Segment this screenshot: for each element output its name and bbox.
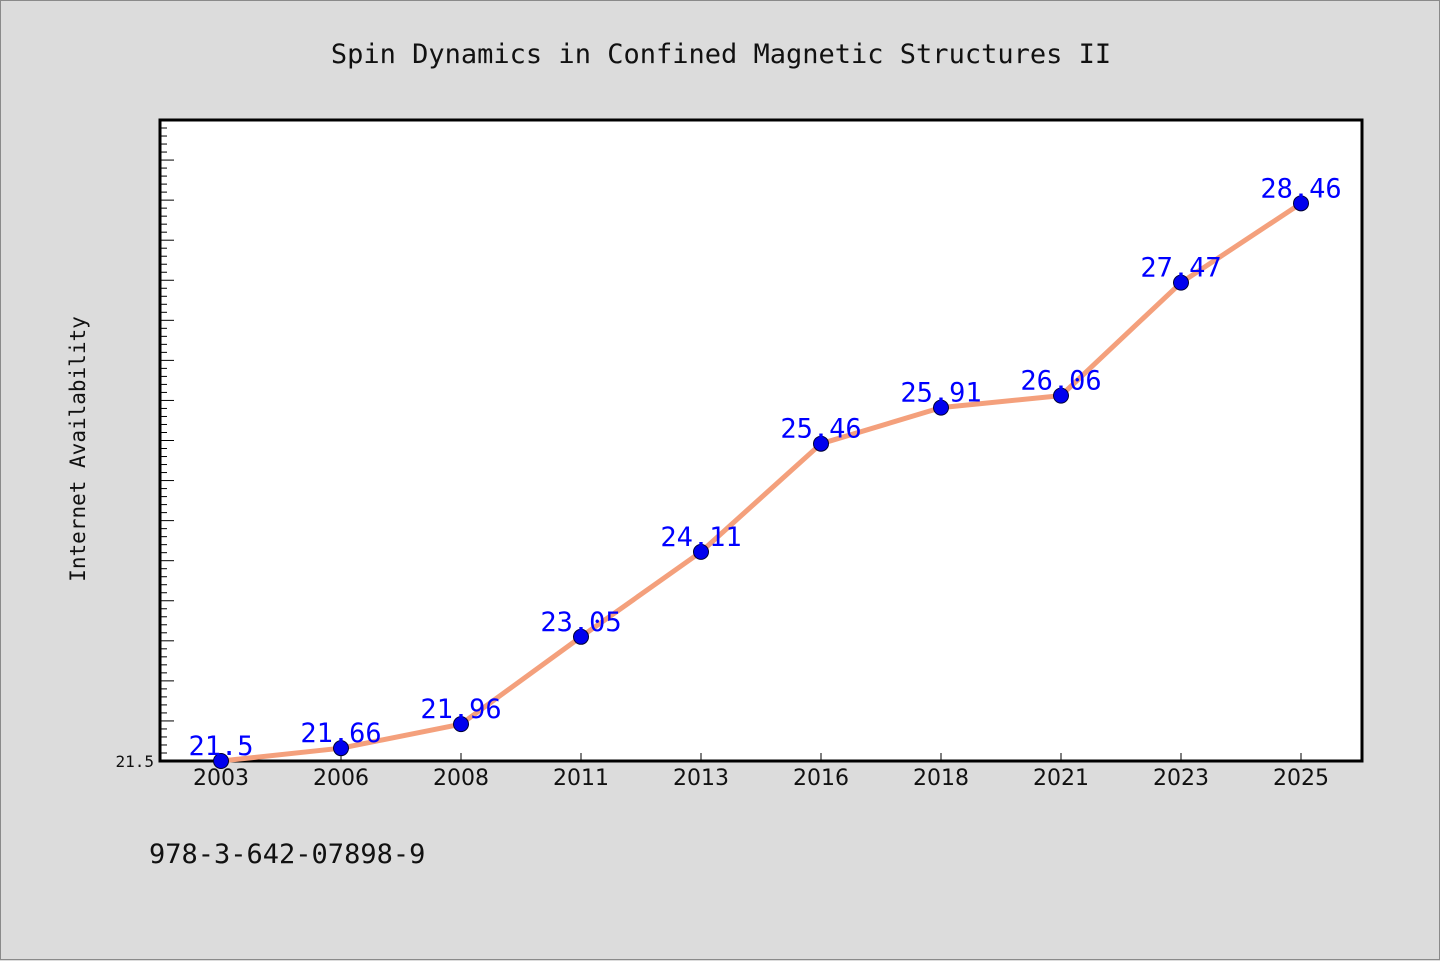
data-label: 24.11 xyxy=(660,522,741,553)
y-axis-ticks: 21.5 xyxy=(115,119,174,771)
data-point-marker xyxy=(1293,195,1309,212)
x-axis-ticks: 2003 2006 2008 2011 2013 2016 2018 2021 2023 2025 xyxy=(193,753,1329,791)
chart-title: Spin Dynamics in Confined Magnetic Struc… xyxy=(331,39,1111,70)
data-point-marker xyxy=(933,399,949,416)
x-tick-label: 2018 xyxy=(913,766,969,791)
data-label: 21.96 xyxy=(420,694,501,725)
data-label: 28.46 xyxy=(1260,173,1341,204)
data-label: 25.91 xyxy=(900,378,981,409)
data-point-marker xyxy=(693,543,709,560)
data-point-marker xyxy=(813,435,829,452)
y-tick-label: 21.5 xyxy=(115,752,154,771)
x-tick-label: 2008 xyxy=(433,766,489,791)
data-point-marker xyxy=(1173,274,1189,291)
x-tick-label: 2013 xyxy=(673,766,729,791)
x-tick-label: 2016 xyxy=(793,766,849,791)
x-tick-label: 2025 xyxy=(1273,766,1329,791)
series-layer xyxy=(213,195,1309,769)
series-line xyxy=(218,200,1304,764)
x-tick-label: 2021 xyxy=(1033,766,1089,791)
data-label: 26.06 xyxy=(1020,366,1101,397)
data-label: 27.47 xyxy=(1140,253,1221,284)
x-tick-label: 2006 xyxy=(313,766,369,791)
data-labels: 21.5 21.66 21.96 23.05 24.11 25.46 25.91 26.06 2… xyxy=(188,173,1341,762)
data-label: 25.46 xyxy=(780,414,861,445)
x-tick-label: 2023 xyxy=(1153,766,1209,791)
data-point-marker xyxy=(573,628,589,645)
data-label: 21.5 xyxy=(188,731,253,762)
data-label: 23.05 xyxy=(540,607,621,638)
x-tick-label: 2003 xyxy=(193,766,249,791)
data-label: 21.66 xyxy=(300,718,381,749)
plot-area xyxy=(158,118,1364,763)
data-point-marker xyxy=(453,716,469,733)
data-point-marker xyxy=(333,740,349,757)
isbn-footer: 978-3-642-07898-9 xyxy=(149,839,425,870)
x-tick-label: 2011 xyxy=(553,766,609,791)
y-axis-label: Internet Availability xyxy=(66,316,90,582)
data-point-marker xyxy=(213,753,229,769)
data-point-marker xyxy=(1053,387,1069,404)
